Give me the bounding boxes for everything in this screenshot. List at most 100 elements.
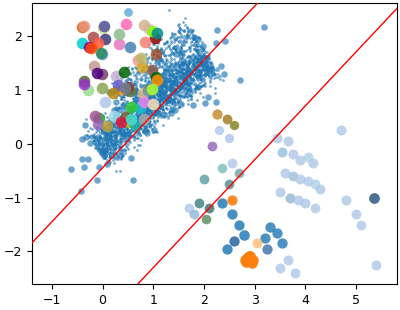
Point — [119, 118, 125, 123]
Point — [179, 84, 185, 89]
Point — [149, 56, 156, 61]
Point — [104, 158, 111, 163]
Point — [100, 135, 107, 140]
Point — [153, 86, 160, 91]
Point — [150, 41, 156, 46]
Point — [106, 136, 113, 141]
Point — [170, 91, 177, 96]
Point — [125, 106, 132, 111]
Point — [108, 144, 115, 148]
Point — [162, 100, 169, 105]
Point — [174, 61, 180, 66]
Point — [137, 90, 143, 95]
Point — [196, 201, 202, 206]
Point — [200, 60, 206, 65]
Point — [133, 148, 140, 153]
Point — [190, 60, 196, 65]
Point — [129, 117, 136, 122]
Point — [147, 109, 154, 114]
Point — [203, 64, 209, 69]
Point — [142, 108, 148, 113]
Point — [112, 112, 119, 117]
Point — [140, 111, 146, 116]
Point — [294, 198, 301, 203]
Point — [171, 96, 178, 101]
Point — [175, 68, 182, 73]
Point — [180, 53, 186, 58]
Point — [144, 97, 151, 102]
Point — [156, 101, 163, 106]
Point — [145, 87, 152, 92]
Point — [133, 99, 139, 104]
Point — [197, 91, 203, 96]
Point — [126, 120, 132, 125]
Point — [108, 154, 114, 159]
Point — [186, 45, 193, 50]
Point — [174, 38, 181, 43]
Point — [104, 131, 111, 136]
Point — [106, 136, 112, 141]
Point — [99, 143, 106, 148]
Point — [142, 103, 149, 108]
Point — [138, 121, 145, 126]
Point — [208, 144, 215, 149]
Point — [148, 82, 154, 87]
Point — [101, 150, 108, 155]
Point — [169, 78, 176, 83]
Point — [194, 65, 200, 70]
Point — [154, 54, 160, 59]
Point — [94, 178, 100, 183]
Point — [194, 57, 201, 62]
Point — [154, 41, 161, 46]
Point — [122, 142, 128, 147]
Point — [174, 77, 180, 82]
Point — [155, 99, 162, 104]
Point — [192, 48, 199, 53]
Point — [166, 8, 172, 13]
Point — [154, 105, 160, 110]
Point — [141, 125, 147, 130]
Point — [109, 141, 115, 146]
Point — [136, 104, 142, 108]
Point — [163, 93, 169, 98]
Point — [208, 64, 215, 69]
Point — [198, 76, 205, 81]
Point — [111, 108, 117, 113]
Point — [116, 144, 122, 148]
Point — [199, 63, 206, 68]
Point — [169, 81, 175, 86]
Point — [196, 61, 203, 66]
Point — [140, 107, 146, 112]
Point — [128, 122, 134, 126]
Point — [121, 70, 127, 75]
Point — [150, 128, 157, 133]
Point — [184, 73, 191, 78]
Point — [226, 136, 232, 141]
Point — [115, 83, 121, 88]
Point — [153, 79, 159, 84]
Point — [183, 75, 190, 80]
Point — [204, 60, 210, 65]
Point — [173, 88, 179, 93]
Point — [162, 39, 169, 44]
Point — [138, 126, 144, 131]
Point — [177, 25, 183, 30]
Point — [182, 86, 188, 91]
Point — [166, 79, 173, 84]
Point — [187, 55, 193, 60]
Point — [102, 134, 109, 139]
Point — [112, 143, 118, 148]
Point — [192, 86, 198, 91]
Point — [143, 118, 150, 123]
Point — [123, 141, 129, 146]
Point — [108, 138, 114, 143]
Point — [122, 86, 128, 91]
Point — [181, 78, 187, 83]
Point — [99, 131, 105, 136]
Point — [146, 107, 152, 112]
Point — [143, 110, 149, 115]
Point — [192, 83, 198, 88]
Point — [190, 58, 196, 63]
Point — [173, 44, 179, 49]
Point — [154, 78, 160, 82]
